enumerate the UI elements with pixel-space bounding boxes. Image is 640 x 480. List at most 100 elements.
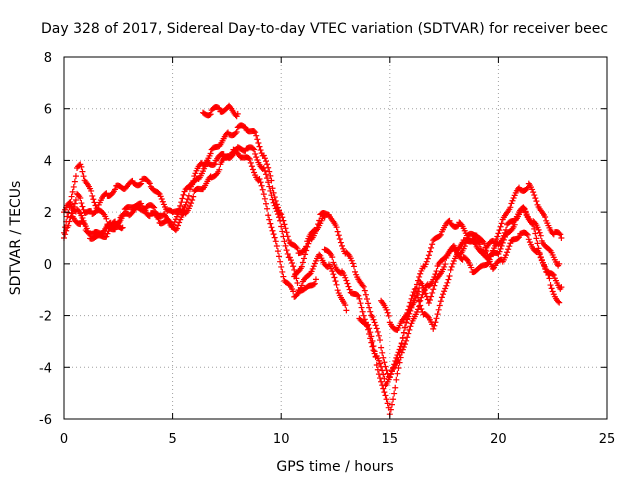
data-point bbox=[383, 396, 390, 403]
data-point bbox=[522, 209, 529, 216]
data-point bbox=[378, 363, 385, 370]
data-point bbox=[281, 238, 288, 245]
x-tick-label: 25 bbox=[599, 432, 616, 447]
data-point bbox=[65, 209, 72, 216]
y-tick-label: -6 bbox=[39, 413, 52, 428]
data-point bbox=[426, 296, 433, 303]
data-point bbox=[440, 291, 447, 298]
data-point bbox=[311, 230, 318, 237]
data-point bbox=[278, 263, 285, 270]
data-point bbox=[498, 242, 505, 249]
data-point bbox=[92, 202, 99, 209]
data-point bbox=[529, 220, 536, 227]
data-point bbox=[188, 200, 195, 207]
data-point bbox=[173, 225, 180, 232]
data-point bbox=[489, 265, 496, 272]
data-point bbox=[79, 203, 86, 210]
data-point bbox=[334, 228, 341, 235]
data-point bbox=[443, 282, 450, 289]
data-point bbox=[525, 236, 532, 243]
data-point bbox=[415, 294, 422, 301]
data-point bbox=[342, 302, 349, 309]
data-point bbox=[362, 291, 369, 298]
data-point bbox=[386, 373, 393, 380]
data-point bbox=[377, 375, 384, 382]
data-point bbox=[271, 202, 278, 209]
data-point bbox=[280, 233, 287, 240]
data-point bbox=[75, 191, 82, 198]
data-point bbox=[380, 371, 387, 378]
data-point bbox=[262, 171, 269, 178]
data-point bbox=[512, 216, 519, 223]
data-point bbox=[78, 200, 85, 207]
data-point bbox=[360, 312, 367, 319]
data-point bbox=[539, 259, 546, 266]
data-point bbox=[419, 291, 426, 298]
data-point bbox=[79, 168, 86, 175]
data-series bbox=[378, 229, 565, 333]
data-point bbox=[422, 261, 429, 268]
data-point bbox=[207, 111, 214, 118]
data-point bbox=[381, 375, 388, 382]
data-point bbox=[442, 285, 449, 292]
data-point bbox=[157, 193, 164, 200]
data-point bbox=[509, 197, 516, 204]
data-point bbox=[379, 349, 386, 356]
data-point bbox=[556, 260, 563, 267]
data-point bbox=[344, 280, 351, 287]
data-point bbox=[185, 192, 192, 199]
data-point bbox=[396, 346, 403, 353]
data-point bbox=[284, 250, 291, 257]
data-point bbox=[390, 364, 397, 371]
data-point bbox=[558, 284, 565, 291]
data-point bbox=[498, 220, 505, 227]
data-point bbox=[547, 282, 554, 289]
data-point bbox=[548, 285, 555, 292]
data-point bbox=[370, 316, 377, 323]
data-point bbox=[280, 273, 287, 280]
data-point bbox=[529, 186, 536, 193]
data-point bbox=[346, 286, 353, 293]
data-point bbox=[258, 182, 265, 189]
data-point bbox=[175, 222, 182, 229]
data-point bbox=[395, 325, 402, 332]
data-point bbox=[356, 295, 363, 302]
data-point bbox=[279, 268, 286, 275]
grid bbox=[64, 57, 607, 419]
data-point bbox=[397, 343, 404, 350]
data-point bbox=[365, 326, 372, 333]
data-point bbox=[425, 252, 432, 259]
data-point bbox=[463, 237, 470, 244]
data-point bbox=[251, 128, 258, 135]
data-point bbox=[435, 306, 442, 313]
data-point bbox=[315, 221, 322, 228]
data-point bbox=[530, 189, 537, 196]
data-point bbox=[267, 220, 274, 227]
data-point bbox=[437, 231, 444, 238]
data-point bbox=[461, 243, 468, 250]
data-point bbox=[245, 155, 252, 162]
data-point bbox=[497, 223, 504, 230]
data-point bbox=[557, 231, 564, 238]
data-point bbox=[445, 276, 452, 283]
data-point bbox=[533, 198, 540, 205]
data-point bbox=[378, 378, 385, 385]
data-point bbox=[407, 323, 414, 330]
data-point bbox=[357, 300, 364, 307]
data-point bbox=[495, 230, 502, 237]
data-point bbox=[514, 235, 521, 242]
data-point bbox=[249, 145, 256, 152]
data-point bbox=[391, 361, 398, 368]
data-point bbox=[371, 319, 378, 326]
data-point bbox=[330, 271, 337, 278]
data-point bbox=[262, 200, 269, 207]
data-point bbox=[531, 225, 538, 232]
data-point bbox=[392, 357, 399, 364]
data-point bbox=[556, 299, 563, 306]
data-point bbox=[291, 266, 298, 273]
data-point bbox=[418, 305, 425, 312]
data-point bbox=[138, 180, 145, 187]
data-point bbox=[271, 234, 278, 241]
data-point bbox=[333, 281, 340, 288]
data-point bbox=[403, 319, 410, 326]
